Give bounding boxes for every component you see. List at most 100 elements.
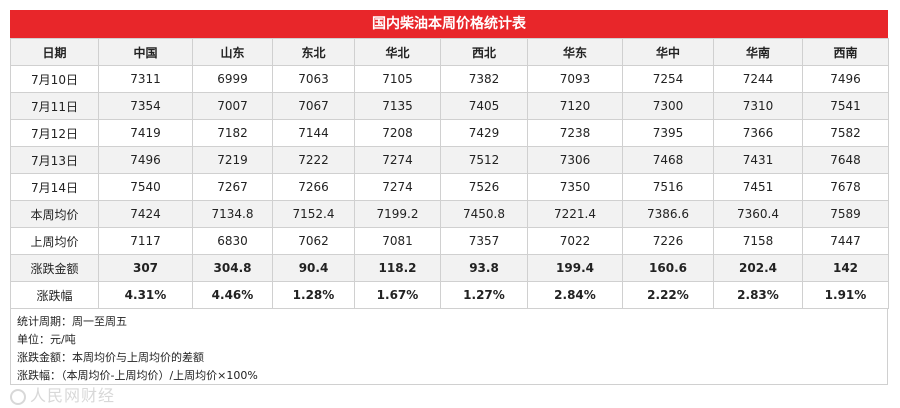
table-cell: 7306: [527, 146, 623, 174]
table-cell: 7354: [98, 92, 193, 120]
column-header: 华东: [527, 38, 623, 66]
table-cell: 7424: [98, 200, 193, 228]
table-cell: 7238: [527, 119, 623, 147]
table-cell: 7678: [802, 173, 889, 201]
table-cell: 6830: [192, 227, 273, 255]
table-row: 7月14日 7540 7267 7266 7274 7526 7350 7516 7451 767…: [10, 173, 889, 201]
table-cell: 7221.4: [527, 200, 623, 228]
table-cell: 7117: [98, 227, 193, 255]
table-cell: 7022: [527, 227, 623, 255]
table-cell: 7134.8: [192, 200, 273, 228]
table-cell: 1.28%: [272, 281, 355, 309]
table-cell: 7382: [440, 65, 528, 93]
table-cell: 7105: [354, 65, 441, 93]
table-row: 7月13日 7496 7219 7222 7274 7512 7306 7468 7431 764…: [10, 146, 889, 174]
table-row: 7月12日 7419 7182 7144 7208 7429 7238 7395 7366 758…: [10, 119, 889, 147]
row-label: 上周均价: [10, 227, 99, 255]
watermark-text: 人民网财经: [30, 386, 116, 405]
table-cell: 304.8: [192, 254, 273, 282]
table-cell: 7158: [713, 227, 803, 255]
table-cell: 160.6: [622, 254, 714, 282]
table-cell: 7219: [192, 146, 273, 174]
table-cell: 7274: [354, 173, 441, 201]
row-label: 7月12日: [10, 119, 99, 147]
note-change-amount: 涨跌金额：本周均价与上周均价的差额: [17, 351, 204, 364]
column-header: 日期: [10, 38, 99, 66]
table-cell: 7062: [272, 227, 355, 255]
column-header: 西南: [802, 38, 889, 66]
header-row: 日期 中国 山东 东北 华北 西北 华东 华中 华南 西南: [10, 38, 889, 66]
table-cell: 7419: [98, 119, 193, 147]
table-cell: 2.22%: [622, 281, 714, 309]
table-row: 涨跌幅 4.31% 4.46% 1.28% 1.67% 1.27% 2.84% 2.22% 2.…: [10, 281, 889, 309]
column-header: 华北: [354, 38, 441, 66]
table-cell: 7093: [527, 65, 623, 93]
column-header: 山东: [192, 38, 273, 66]
table-cell: 7244: [713, 65, 803, 93]
price-table-container: 国内柴油本周价格统计表 日期 中国 山东 东北 华北 西北 华东 华中 华南 西…: [10, 10, 889, 385]
table-row: 本周均价 7424 7134.8 7152.4 7199.2 7450.8 7221.4 73…: [10, 200, 889, 228]
table-cell: 7144: [272, 119, 355, 147]
table-cell: 4.46%: [192, 281, 273, 309]
table-cell: 1.67%: [354, 281, 441, 309]
table-cell: 7300: [622, 92, 714, 120]
table-row: 上周均价 7117 6830 7062 7081 7357 7022 7226 7158 7447: [10, 227, 889, 255]
table-cell: 7199.2: [354, 200, 441, 228]
table-cell: 7450.8: [440, 200, 528, 228]
table-cell: 7067: [272, 92, 355, 120]
table-cell: 7182: [192, 119, 273, 147]
table-cell: 7310: [713, 92, 803, 120]
table-body: 7月10日 7311 6999 7063 7105 7382 7093 7254 7244 749…: [10, 65, 889, 309]
table-cell: 7526: [440, 173, 528, 201]
row-label: 7月13日: [10, 146, 99, 174]
table-cell: 7451: [713, 173, 803, 201]
table-cell: 7208: [354, 119, 441, 147]
table-cell: 7366: [713, 119, 803, 147]
table-cell: 1.91%: [802, 281, 889, 309]
table-cell: 7512: [440, 146, 528, 174]
column-header: 东北: [272, 38, 355, 66]
table-cell: 7063: [272, 65, 355, 93]
table-row: 7月11日 7354 7007 7067 7135 7405 7120 7300 7310 754…: [10, 92, 889, 120]
note-unit: 单位：元/吨: [17, 333, 76, 346]
table-cell: 7120: [527, 92, 623, 120]
price-table: 日期 中国 山东 东北 华北 西北 华东 华中 华南 西南 7月10日 7311 6…: [10, 38, 889, 309]
table-cell: 90.4: [272, 254, 355, 282]
table-title: 国内柴油本周价格统计表: [10, 10, 888, 38]
table-row: 涨跌金额 307 304.8 90.4 118.2 93.8 199.4 160.6 202.4…: [10, 254, 889, 282]
table-cell: 307: [98, 254, 193, 282]
table-cell: 7496: [802, 65, 889, 93]
column-header: 华中: [622, 38, 714, 66]
table-cell: 7395: [622, 119, 714, 147]
watermark-logo-icon: [10, 388, 26, 405]
table-cell: 4.31%: [98, 281, 193, 309]
table-cell: 7266: [272, 173, 355, 201]
table-cell: 199.4: [527, 254, 623, 282]
table-cell: 7386.6: [622, 200, 714, 228]
table-cell: 7357: [440, 227, 528, 255]
table-cell: 7135: [354, 92, 441, 120]
table-cell: 7360.4: [713, 200, 803, 228]
table-cell: 7582: [802, 119, 889, 147]
watermark: 人民网财经: [10, 382, 115, 406]
table-cell: 7496: [98, 146, 193, 174]
table-cell: 7541: [802, 92, 889, 120]
table-cell: 2.84%: [527, 281, 623, 309]
table-cell: 7311: [98, 65, 193, 93]
table-cell: 7447: [802, 227, 889, 255]
table-cell: 7267: [192, 173, 273, 201]
table-cell: 7405: [440, 92, 528, 120]
table-cell: 118.2: [354, 254, 441, 282]
table-cell: 7540: [98, 173, 193, 201]
table-cell: 7007: [192, 92, 273, 120]
row-label: 7月11日: [10, 92, 99, 120]
table-cell: 7226: [622, 227, 714, 255]
table-cell: 142: [802, 254, 889, 282]
row-label: 涨跌幅: [10, 281, 99, 309]
table-cell: 1.27%: [440, 281, 528, 309]
table-cell: 7350: [527, 173, 623, 201]
note-period: 统计周期：周一至周五: [17, 315, 127, 328]
table-cell: 7516: [622, 173, 714, 201]
table-cell: 7431: [713, 146, 803, 174]
column-header: 西北: [440, 38, 528, 66]
